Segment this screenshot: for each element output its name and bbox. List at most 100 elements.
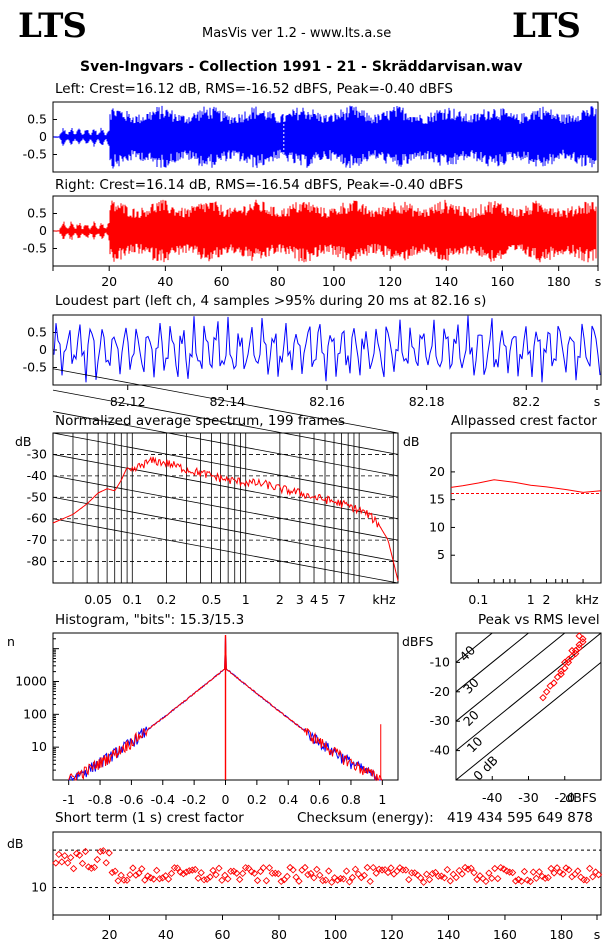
- short-crest-point: [236, 875, 244, 884]
- short-crest-point: [363, 863, 371, 872]
- spectrum-ytick-label: -80: [27, 554, 47, 569]
- short-crest-ylabel: dB: [7, 836, 24, 851]
- short-crest-point: [52, 859, 60, 867]
- short-crest-point: [185, 867, 193, 875]
- short-crest-frame: [52, 831, 602, 916]
- short-crest-point: [508, 868, 517, 877]
- short-crest-point: [541, 874, 549, 882]
- right-waveform-ytick-label: -0.5: [23, 241, 47, 256]
- crest-ylabel: dB: [403, 434, 420, 449]
- short-crest-point: [458, 870, 466, 878]
- crest-xtick-label: 0.1: [468, 592, 488, 607]
- short-crest-point: [467, 864, 475, 872]
- waveform-xtick-label: 180: [547, 274, 571, 289]
- short-crest-xtick-label: 40: [158, 927, 174, 942]
- spectrum-diagonal: [52, 518, 399, 584]
- short-crest-point: [132, 871, 140, 879]
- short-crest-point: [497, 863, 505, 872]
- short-crest-point: [384, 868, 392, 877]
- peak-rms-diagonal: [456, 633, 566, 722]
- short-crest-point: [200, 876, 208, 884]
- short-crest-point: [170, 864, 179, 872]
- short-crest-point: [574, 867, 582, 875]
- peak-rms-lines: [456, 633, 601, 780]
- short-crest-point: [265, 864, 274, 872]
- short-crest-point: [583, 876, 591, 884]
- short-crest-point: [114, 877, 122, 885]
- short-crest-point: [58, 858, 66, 866]
- short-crest-point: [173, 864, 182, 872]
- short-crest-xtick-label: 160: [493, 927, 517, 942]
- loudest-ytick-label: 0.5: [27, 325, 47, 340]
- short-crest-point: [586, 864, 594, 873]
- right-waveform-ytick-label: 0.5: [27, 206, 47, 221]
- short-crest-xtick-label: 140: [437, 927, 461, 942]
- peak-rms-diagonal: [456, 633, 601, 752]
- short-crest-point: [78, 859, 87, 868]
- short-crest-point: [233, 869, 241, 877]
- spectrum-xtick-label: 0.2: [156, 592, 176, 607]
- spectrum-xtick-label: 7: [338, 592, 346, 607]
- spectrum-diagonal: [52, 432, 399, 498]
- short-crest-point: [274, 870, 282, 878]
- waveform-xtick-label: 80: [270, 274, 286, 289]
- short-crest-point: [565, 866, 573, 874]
- short-crest-point: [449, 870, 457, 878]
- histogram-xtick-label: -1: [62, 792, 74, 807]
- short-crest-point: [64, 859, 72, 867]
- histogram-ytick-label: 1000: [15, 673, 47, 688]
- short-crest-point: [514, 875, 523, 884]
- short-crest-point: [396, 864, 404, 872]
- peak-rms-point: [575, 632, 583, 640]
- histogram-xtick-label: -0.2: [182, 792, 206, 807]
- short-crest-point: [452, 873, 460, 882]
- short-crest-point: [330, 874, 339, 882]
- histogram-xtick-label: -0.8: [88, 792, 112, 807]
- crest-ytick-label: 20: [429, 464, 445, 479]
- peak-rms-ytick-label: -30: [430, 713, 450, 728]
- loudest-frame: [52, 314, 602, 386]
- short-crest-point: [126, 871, 134, 879]
- peak-rms-point: [542, 688, 551, 696]
- histogram-xtick-label: 0: [222, 792, 230, 807]
- peak-rms-diagonal-label: 0 dB: [470, 753, 501, 784]
- short-crest-point: [158, 874, 167, 882]
- short-crest-point: [182, 868, 190, 876]
- short-crest-point: [520, 867, 529, 876]
- short-crest-point: [402, 866, 410, 874]
- short-crest-point: [93, 855, 101, 864]
- short-crest-point: [562, 864, 570, 872]
- spectrum-diagonal: [52, 454, 399, 520]
- short-crest-point: [81, 847, 90, 856]
- short-crest-point: [425, 875, 434, 884]
- short-crest-point: [253, 876, 262, 885]
- peak-rms-point: [568, 646, 576, 655]
- short-crest-point: [325, 867, 333, 875]
- short-crest-point: [304, 870, 312, 879]
- short-crest-point: [191, 865, 199, 874]
- peak-rms-point: [575, 641, 583, 649]
- checksum-label: Checksum (energy):: [297, 810, 434, 826]
- short-crest-point: [491, 864, 499, 873]
- short-crest-point: [313, 865, 321, 874]
- short-crest-point: [405, 875, 413, 884]
- short-crest-point: [523, 876, 532, 884]
- short-crest-point: [295, 877, 303, 885]
- short-crest-point: [250, 869, 259, 877]
- short-crest-point: [419, 878, 428, 886]
- crest-xtick-label: 2: [543, 592, 551, 607]
- short-crest-point: [61, 852, 69, 860]
- short-crest-point: [360, 871, 368, 880]
- short-crest-point: [316, 871, 324, 879]
- short-crest-title: Short term (1 s) crest factor: [55, 810, 244, 826]
- short-crest-xtick-label: 20: [102, 927, 118, 942]
- short-crest-point: [283, 872, 291, 881]
- short-crest-point: [120, 876, 128, 884]
- spectrum-diagonal: [52, 389, 399, 455]
- peak-rms-xtick-label: -20: [555, 790, 575, 805]
- left-waveform-trace: [53, 105, 597, 169]
- spectrum-xtick-label: 1: [242, 592, 250, 607]
- waveform-xtick-label: 120: [378, 274, 402, 289]
- spectrum-xtick-label: 2: [276, 592, 284, 607]
- histogram-title: Histogram, "bits": 15.3/15.3: [55, 612, 245, 628]
